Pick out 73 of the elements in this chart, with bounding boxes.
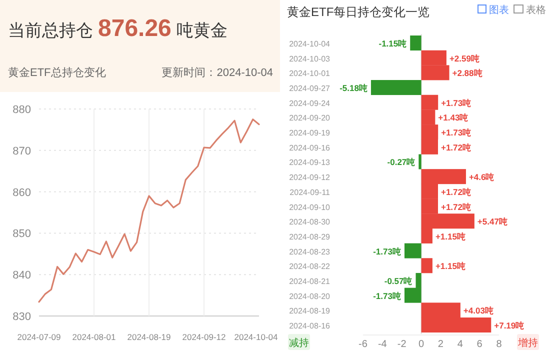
- x-tick-label: 2024-09-12: [182, 332, 226, 342]
- chart-title: 黄金ETF每日持仓变化一览: [287, 5, 430, 19]
- data-label: +5.47吨: [477, 216, 508, 227]
- data-label: +1.72吨: [440, 142, 472, 152]
- x-tick-label: 8: [496, 339, 502, 350]
- data-label: +1.73吨: [441, 128, 472, 138]
- data-label: +2.59吨: [449, 53, 480, 64]
- x-tick-label: 2024-10-04: [234, 332, 278, 342]
- y-tick-label: 2024-08-20: [289, 292, 331, 301]
- text: 图表: [489, 4, 509, 16]
- data-label: -1.73吨: [373, 246, 402, 256]
- data-label: +4.03吨: [463, 306, 494, 316]
- data-label: -0.27吨: [387, 157, 416, 168]
- y-tick-label: 830: [12, 311, 31, 323]
- y-tick-label: 2024-10-01: [289, 69, 331, 78]
- y-tick-label: 2024-08-16: [289, 322, 331, 330]
- x-tick-label: -2: [397, 339, 407, 350]
- text: 减持: [289, 337, 309, 349]
- x-tick-label: 2: [438, 339, 444, 350]
- x-tick-label: 2024-07-09: [17, 332, 62, 342]
- data-label: +2.88吨: [452, 68, 483, 78]
- data-label: +7.19吨: [494, 320, 525, 330]
- y-tick-label: 860: [12, 186, 31, 199]
- y-tick-label: 2024-09-12: [289, 173, 331, 182]
- x-tick-label: 0: [418, 339, 425, 350]
- bar: [370, 80, 422, 96]
- text: 更新时间：2024-10-04: [162, 66, 273, 79]
- y-tick-label: 2024-09-24: [289, 98, 331, 108]
- x-tick-label: -6: [358, 339, 368, 350]
- data-label: +1.72吨: [440, 202, 472, 212]
- x-tick-label: 4: [457, 339, 464, 350]
- x-tick-label: 6: [476, 339, 483, 350]
- data-label: +1.15吨: [435, 261, 466, 272]
- y-tick-label: 2024-08-29: [289, 232, 331, 242]
- bar: [421, 258, 432, 274]
- data-label: +1.73吨: [441, 98, 472, 108]
- text: 增持: [517, 337, 538, 349]
- y-tick-label: 2024-08-19: [289, 306, 331, 316]
- y-tick-label: 2024-08-23: [289, 247, 331, 256]
- y-tick-label: 2024-08-21: [289, 276, 331, 286]
- chart-subtitle: 黄金ETF总持仓变化: [8, 66, 106, 79]
- bar: [404, 243, 422, 258]
- data-label: +1.15吨: [435, 231, 466, 242]
- x-tick-label: -4: [378, 339, 388, 350]
- y-tick-label: 2024-09-20: [289, 114, 331, 123]
- y-tick-label: 2024-09-10: [289, 202, 331, 212]
- data-label: -1.73吨: [373, 290, 402, 301]
- y-tick-label: 2024-10-04: [289, 40, 331, 48]
- y-tick-label: 2024-09-19: [289, 128, 331, 138]
- y-tick-label: 2024-08-30: [289, 218, 331, 227]
- line-series: [38, 118, 260, 303]
- y-tick-label: 870: [12, 145, 31, 158]
- y-tick-label: 850: [12, 228, 31, 240]
- data-label: +1.43吨: [438, 112, 469, 123]
- x-tick-label: 2024-08-19: [127, 332, 172, 342]
- data-label: -0.57吨: [384, 276, 413, 286]
- x-tick-label: 2024-08-01: [72, 332, 116, 342]
- data-label: -5.18吨: [340, 83, 368, 94]
- bar: [418, 154, 422, 170]
- text: 表格: [526, 4, 546, 16]
- y-tick-label: 2024-09-16: [289, 143, 331, 152]
- y-tick-label: 2024-08-22: [289, 262, 331, 272]
- y-tick-label: 2024-09-11: [290, 188, 331, 197]
- y-tick-label: 2024-10-03: [289, 54, 331, 64]
- data-label: +1.72吨: [440, 186, 472, 197]
- data-label: +4.6吨: [468, 172, 495, 182]
- y-tick-label: 880: [12, 104, 31, 116]
- data-label: -1.15吨: [378, 38, 408, 48]
- chart-title: 当前总持仓 876.26 吨黄金: [8, 15, 228, 42]
- y-tick-label: 840: [12, 270, 31, 282]
- bar: [410, 36, 422, 50]
- y-tick-label: 2024-09-27: [289, 84, 331, 94]
- y-tick-label: 2024-09-13: [289, 158, 331, 168]
